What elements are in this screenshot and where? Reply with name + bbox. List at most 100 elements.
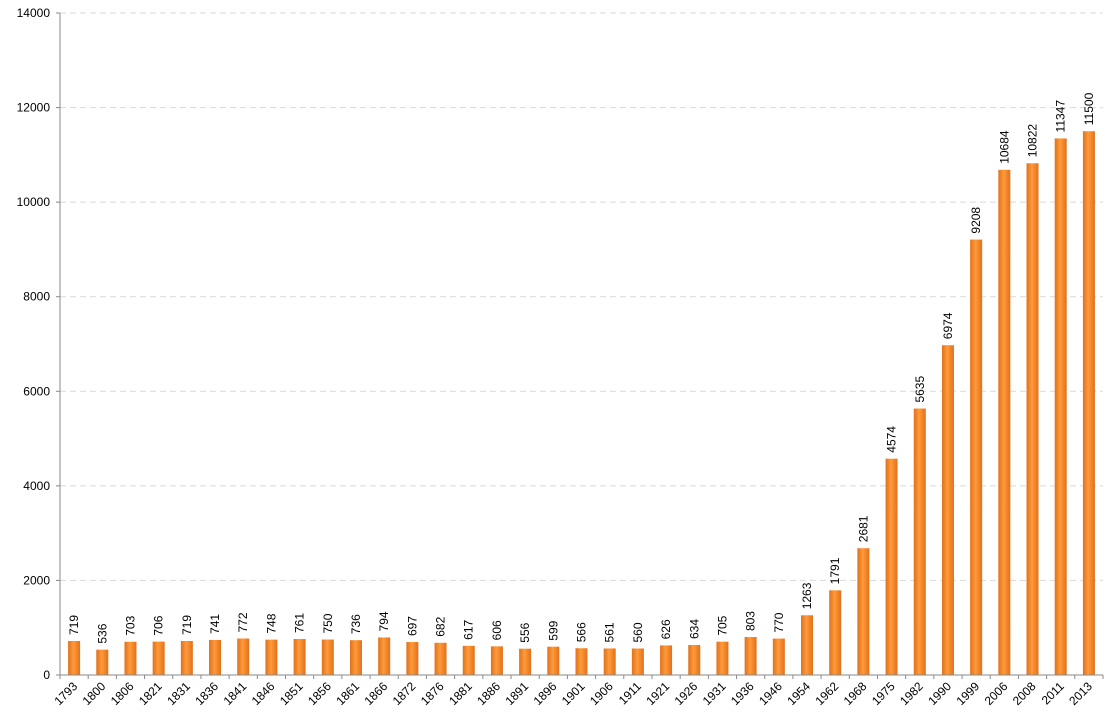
data-label: 748 <box>264 613 278 633</box>
x-tick-label: 2013 <box>1066 679 1095 708</box>
data-label: 599 <box>546 620 560 640</box>
data-label: 11347 <box>1054 100 1068 133</box>
y-tick-label: 8000 <box>23 290 50 304</box>
bar <box>660 645 673 675</box>
bar <box>603 648 616 675</box>
x-tick-label: 1866 <box>362 679 391 708</box>
data-labels: 719 536 703 706 719 741 772 748 761 750 736 794 697 6… <box>67 92 1096 643</box>
data-label: 536 <box>95 623 109 643</box>
x-tick-label: 1906 <box>587 679 616 708</box>
x-tick-label: 2011 <box>1039 679 1067 707</box>
y-tick-label: 0 <box>43 668 50 682</box>
data-label: 556 <box>518 622 532 642</box>
bar <box>688 645 701 675</box>
x-tick-label: 1891 <box>502 679 531 708</box>
bar <box>519 648 532 675</box>
x-tick-label: 2008 <box>1010 679 1039 708</box>
x-tick-label: 1876 <box>418 679 447 708</box>
x-tick-label: 1931 <box>700 679 729 708</box>
data-label: 736 <box>349 614 363 634</box>
data-label: 761 <box>293 613 307 633</box>
data-label: 706 <box>152 615 166 635</box>
data-label: 750 <box>321 613 335 633</box>
x-tick-label: 1821 <box>136 679 165 708</box>
x-tick-label: 1806 <box>108 679 137 708</box>
data-label: 741 <box>208 614 222 634</box>
data-label: 6974 <box>941 312 955 339</box>
bar <box>321 639 334 675</box>
gridlines <box>60 12 1103 581</box>
data-label: 10822 <box>1026 124 1040 158</box>
bar <box>237 638 250 675</box>
y-tick-label: 12000 <box>17 101 51 115</box>
bar <box>772 638 785 675</box>
y-tick-label: 14000 <box>17 6 51 20</box>
x-tick-label: 1921 <box>643 679 672 708</box>
bar <box>209 639 222 675</box>
data-label: 719 <box>67 615 81 635</box>
bar <box>913 408 926 675</box>
x-tick-label: 1831 <box>164 679 193 708</box>
data-label: 719 <box>180 615 194 635</box>
x-tick-label: 1975 <box>869 679 898 708</box>
data-label: 626 <box>659 619 673 639</box>
x-tick-label: 1936 <box>728 679 757 708</box>
data-label: 606 <box>490 620 504 640</box>
data-label: 10684 <box>997 130 1011 164</box>
x-tick-label: 1841 <box>221 679 250 708</box>
x-tick-label: 1800 <box>80 679 109 708</box>
bar <box>716 641 729 675</box>
y-axis: 0 2000 4000 6000 8000 10000 12000 14000 <box>17 6 61 682</box>
x-tick-label: 1793 <box>51 679 80 708</box>
bar <box>180 641 193 675</box>
x-tick-label: 1856 <box>305 679 334 708</box>
data-label: 617 <box>462 619 476 639</box>
bar <box>406 642 419 675</box>
data-label: 770 <box>772 612 786 632</box>
bar <box>152 641 165 675</box>
bar <box>96 649 109 675</box>
x-axis: 1793 1800 1806 1821 1831 1836 1841 1846 1851 1856… <box>51 674 1104 708</box>
bar <box>124 641 137 675</box>
x-tick-label: 2006 <box>982 679 1011 708</box>
bar <box>547 646 560 675</box>
bar <box>631 648 644 675</box>
data-label: 11500 <box>1082 92 1096 125</box>
x-tick-label: 1851 <box>277 679 306 708</box>
bar <box>68 641 81 675</box>
x-tick-label: 1982 <box>897 679 926 708</box>
bars <box>68 131 1095 676</box>
bar <box>462 645 475 675</box>
x-tick-label: 1861 <box>333 679 362 708</box>
data-label: 5635 <box>913 376 927 403</box>
data-label: 566 <box>575 622 589 642</box>
bar <box>378 637 391 675</box>
bar <box>829 590 842 675</box>
y-tick-label: 2000 <box>23 573 50 587</box>
data-label: 705 <box>715 615 729 635</box>
x-tick-label: 1911 <box>616 679 644 707</box>
data-label: 772 <box>236 612 250 632</box>
x-tick-label: 1901 <box>559 679 588 708</box>
bar <box>265 639 278 675</box>
bar <box>349 640 362 675</box>
x-tick-label: 1881 <box>446 679 475 708</box>
y-tick-label: 4000 <box>23 479 50 493</box>
bar <box>744 637 757 675</box>
bar <box>434 642 447 675</box>
x-tick-label: 1954 <box>784 679 813 708</box>
bar <box>998 169 1011 675</box>
data-label: 4574 <box>885 426 899 453</box>
x-tick-label: 1872 <box>390 679 419 708</box>
bar <box>1082 131 1095 675</box>
bar <box>575 648 588 675</box>
data-label: 560 <box>631 622 645 642</box>
bar <box>1026 163 1039 676</box>
x-tick-label: 1846 <box>249 679 278 708</box>
data-label: 682 <box>434 616 448 636</box>
bar <box>857 548 870 675</box>
bar <box>293 639 306 675</box>
data-label: 794 <box>377 611 391 631</box>
data-label: 634 <box>687 619 701 639</box>
